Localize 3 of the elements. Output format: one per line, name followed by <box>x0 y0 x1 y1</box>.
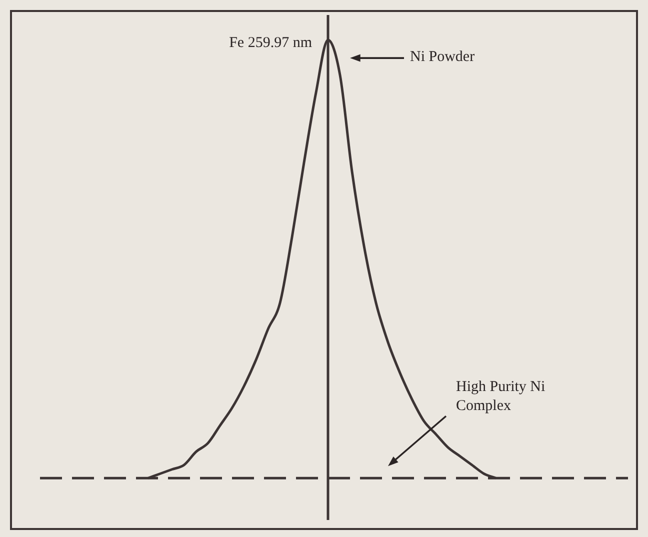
annotation: High Purity Ni Complex <box>456 378 546 416</box>
annotation: Ni Powder <box>410 48 475 68</box>
text: Fe 259.97 nm <box>229 34 312 51</box>
